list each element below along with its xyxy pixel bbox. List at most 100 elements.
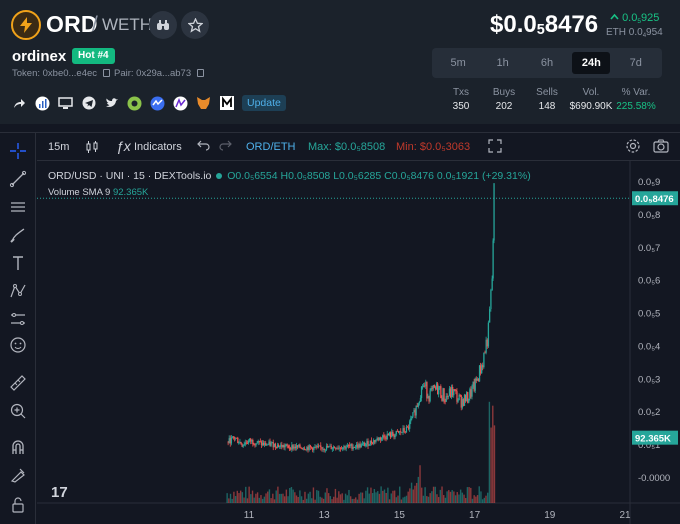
candle-body (294, 446, 296, 449)
chart-tool-icon[interactable] (35, 96, 50, 111)
candle-body (305, 449, 307, 451)
price-tick-label: 0.0₅6 (638, 276, 660, 287)
volume-bar (309, 491, 311, 503)
volume-bar (427, 496, 430, 503)
candle-body (455, 390, 457, 392)
candle-body (385, 438, 387, 440)
candle-body (252, 440, 254, 445)
candle-body (257, 441, 259, 443)
copy-icon[interactable] (103, 69, 111, 77)
candle-body (383, 435, 385, 437)
pattern-icon[interactable] (6, 279, 30, 303)
timeframe-6h[interactable]: 6h (540, 57, 554, 69)
candle-body (231, 436, 234, 438)
volume-bar (304, 491, 306, 503)
undo-icon[interactable] (197, 139, 210, 154)
trend-line-icon[interactable] (6, 167, 30, 191)
share-icon[interactable] (12, 96, 27, 111)
candle-body (309, 445, 312, 448)
candle-type-icon[interactable] (85, 140, 99, 157)
redo-icon[interactable] (219, 139, 232, 154)
indicators-button[interactable]: Indicators (134, 141, 182, 153)
unlock-icon[interactable] (6, 493, 30, 517)
candle-body (464, 394, 467, 402)
candle-body (332, 447, 335, 449)
analytics-icon[interactable] (173, 96, 188, 111)
time-tick-label: 13 (319, 510, 331, 521)
volume-bar (346, 495, 348, 503)
settings-icon[interactable] (625, 138, 641, 157)
brush-icon[interactable] (6, 223, 30, 247)
ruler-icon[interactable] (6, 371, 30, 395)
candle-body (254, 444, 256, 446)
hot-badge[interactable]: Hot #4 (72, 48, 115, 64)
emoji-icon[interactable] (6, 333, 30, 357)
volume-bar (436, 494, 438, 503)
volume-bar (258, 497, 260, 503)
price-plot[interactable]: 0.0₅9 0.0₅8 0.0₅7 0.0₅6 0.0₅5 0.0₅4 0.0₅3 0.0₅2… (37, 161, 680, 524)
twitter-icon[interactable] (104, 96, 119, 111)
candle-body (469, 389, 471, 399)
volume-bar (410, 482, 413, 503)
copy-icon[interactable] (197, 69, 205, 77)
candle-body (474, 378, 476, 391)
volume-bar (402, 497, 404, 503)
timeframe-5m[interactable]: 5m (450, 57, 466, 69)
volume-bar (289, 487, 291, 503)
last-price-tag (632, 191, 678, 206)
candle-body (424, 385, 426, 387)
trading-chart: 15m ƒx Indicators ORD/ETH Max: $0.0₅8508… (0, 132, 680, 524)
stat-sells: Sells 148 (536, 87, 558, 112)
timeframe-7d[interactable]: 7d (629, 57, 642, 69)
coinmarketcap-icon[interactable] (127, 96, 142, 111)
forecast-icon[interactable] (6, 307, 30, 331)
volume-bar (453, 491, 455, 503)
metamask-icon[interactable] (196, 96, 211, 111)
volume-bar (260, 495, 262, 503)
timeframe-24h[interactable]: 24h (572, 52, 611, 74)
magnet-icon[interactable] (6, 435, 30, 459)
interval-select[interactable]: 15m (48, 141, 70, 153)
horizontal-lines-icon[interactable] (6, 195, 30, 219)
compare-button[interactable] (149, 11, 177, 39)
website-icon[interactable] (58, 96, 73, 111)
candle-body (477, 378, 480, 382)
candle-body (347, 445, 350, 446)
candle-body (307, 447, 309, 450)
lock-drawing-icon[interactable] (6, 463, 30, 487)
coingecko-icon[interactable] (150, 96, 165, 111)
candle-body (302, 448, 305, 450)
volume-bar (255, 493, 257, 503)
volume-bar (478, 486, 480, 503)
bolt-icon (20, 17, 32, 33)
crosshair-icon[interactable] (6, 139, 30, 163)
volume-bar (272, 493, 274, 503)
candle-body (344, 446, 346, 449)
candle-body (487, 322, 490, 347)
candle-body (352, 447, 354, 449)
medium-icon[interactable] (219, 96, 234, 111)
symbol-label[interactable]: ORD/ETH (246, 141, 296, 153)
volume-bar (370, 487, 372, 503)
candle-body (271, 442, 273, 443)
candle-body (481, 365, 483, 374)
volume-bar (481, 499, 484, 503)
candle-body (298, 444, 300, 447)
timeframe-1h[interactable]: 1h (496, 57, 509, 69)
volume-bar (351, 498, 354, 503)
telegram-icon[interactable] (81, 96, 96, 111)
camera-icon[interactable] (653, 139, 669, 156)
candle-body (322, 448, 324, 450)
candle-body (426, 381, 428, 399)
text-tool-icon[interactable] (6, 251, 30, 275)
fx-icon[interactable]: ƒx (116, 138, 131, 154)
favorite-button[interactable] (181, 11, 209, 39)
zoom-in-icon[interactable] (6, 399, 30, 423)
candle-body (269, 441, 271, 446)
candle-body (470, 389, 472, 397)
fullscreen-icon[interactable] (488, 139, 502, 156)
candle-body (308, 445, 310, 450)
update-button[interactable]: Update (242, 95, 286, 111)
candle-body (442, 388, 444, 401)
token-name: ordinex (12, 48, 67, 65)
